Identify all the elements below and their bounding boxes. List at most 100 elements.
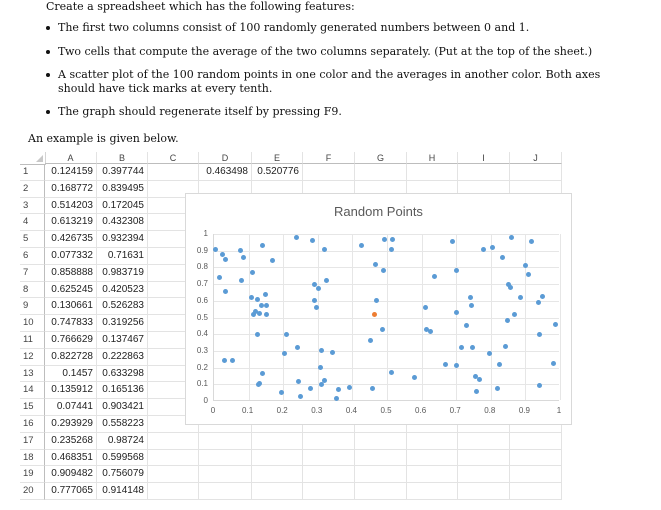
average-point[interactable]: [371, 311, 377, 317]
data-point[interactable]: [282, 350, 288, 356]
cell-j20[interactable]: [510, 483, 562, 500]
cell-i18[interactable]: [458, 449, 510, 467]
data-point[interactable]: [505, 318, 511, 324]
row-header[interactable]: 10: [20, 315, 45, 332]
cell-b14[interactable]: 0.165136: [97, 382, 148, 400]
cell-a20[interactable]: 0.777065: [45, 483, 97, 500]
data-point[interactable]: [330, 350, 336, 356]
column-header-h[interactable]: H: [407, 152, 458, 164]
data-point[interactable]: [476, 376, 482, 382]
data-point[interactable]: [237, 248, 243, 254]
cell-a14[interactable]: 0.135912: [45, 382, 97, 400]
data-point[interactable]: [380, 326, 386, 332]
data-point[interactable]: [319, 381, 325, 387]
cell-a6[interactable]: 0.077332: [45, 248, 97, 265]
cell-e1[interactable]: 0.520776: [252, 164, 303, 181]
data-point[interactable]: [505, 281, 511, 287]
data-point[interactable]: [313, 304, 319, 310]
data-point[interactable]: [308, 385, 314, 391]
row-header[interactable]: 4: [20, 214, 45, 232]
data-point[interactable]: [490, 244, 496, 250]
data-point[interactable]: [495, 385, 501, 391]
cell-d18[interactable]: [199, 449, 252, 467]
data-point[interactable]: [467, 294, 473, 300]
row-header[interactable]: 3: [20, 197, 45, 215]
data-point[interactable]: [264, 303, 270, 309]
data-point[interactable]: [284, 331, 290, 337]
data-point[interactable]: [431, 274, 437, 280]
column-header-j[interactable]: J: [510, 152, 562, 164]
row-header[interactable]: 5: [20, 231, 45, 248]
data-point[interactable]: [528, 239, 534, 244]
data-point[interactable]: [220, 251, 226, 257]
cell-b16[interactable]: 0.558223: [97, 416, 148, 433]
data-point[interactable]: [259, 370, 265, 376]
data-point[interactable]: [453, 362, 459, 368]
data-point[interactable]: [295, 379, 301, 385]
data-point[interactable]: [264, 312, 270, 318]
data-point[interactable]: [347, 385, 353, 391]
data-point[interactable]: [536, 299, 542, 305]
data-point[interactable]: [223, 256, 229, 262]
data-point[interactable]: [459, 345, 465, 351]
data-point[interactable]: [540, 294, 546, 300]
cell-a10[interactable]: 0.747833: [45, 315, 97, 332]
column-header-d[interactable]: D: [199, 152, 252, 164]
cell-b13[interactable]: 0.633298: [97, 365, 148, 383]
data-point[interactable]: [256, 381, 262, 387]
data-point[interactable]: [389, 370, 395, 376]
cell-b3[interactable]: 0.172045: [97, 197, 148, 215]
cell-e18[interactable]: [252, 449, 303, 467]
data-point[interactable]: [318, 365, 324, 371]
data-point[interactable]: [511, 312, 517, 318]
data-point[interactable]: [517, 294, 523, 300]
cell-h17[interactable]: [407, 432, 458, 450]
cell-a5[interactable]: 0.426735: [45, 231, 97, 248]
cell-f1[interactable]: [303, 164, 355, 181]
data-point[interactable]: [297, 394, 303, 400]
cell-a17[interactable]: 0.235268: [45, 432, 97, 450]
data-point[interactable]: [258, 303, 264, 309]
cell-i17[interactable]: [458, 432, 510, 450]
data-point[interactable]: [481, 246, 487, 252]
data-point[interactable]: [323, 278, 329, 284]
data-point[interactable]: [254, 296, 260, 302]
data-point[interactable]: [253, 309, 259, 315]
cell-f20[interactable]: [303, 483, 355, 500]
cell-b5[interactable]: 0.932394: [97, 231, 148, 248]
cell-a4[interactable]: 0.613219: [45, 214, 97, 232]
data-point[interactable]: [496, 361, 502, 367]
data-point[interactable]: [412, 375, 418, 381]
row-header[interactable]: 19: [20, 466, 45, 484]
data-point[interactable]: [507, 284, 513, 290]
data-point[interactable]: [249, 269, 255, 275]
cell-j18[interactable]: [510, 449, 562, 467]
data-point[interactable]: [390, 236, 396, 242]
data-point[interactable]: [449, 239, 455, 244]
data-point[interactable]: [250, 312, 256, 318]
cell-d20[interactable]: [199, 483, 252, 500]
data-point[interactable]: [428, 329, 434, 335]
column-header-i[interactable]: I: [458, 152, 510, 164]
data-point[interactable]: [369, 385, 375, 391]
cell-h19[interactable]: [407, 466, 458, 484]
cell-b7[interactable]: 0.983719: [97, 264, 148, 282]
data-point[interactable]: [311, 298, 317, 304]
cell-i19[interactable]: [458, 466, 510, 484]
scatter-chart[interactable]: Random Points 0 0.1 0.2 0.3 0.4 0.5 0.6 0.7 0.8 0…: [185, 193, 572, 425]
cell-b9[interactable]: 0.526283: [97, 298, 148, 316]
cell-i1[interactable]: [458, 164, 510, 181]
cell-b20[interactable]: 0.914148: [97, 483, 148, 500]
data-point[interactable]: [240, 254, 246, 260]
data-point[interactable]: [454, 309, 460, 315]
select-all-corner[interactable]: [20, 152, 46, 165]
cell-a1[interactable]: 0.124159: [45, 164, 97, 181]
cell-h1[interactable]: [407, 164, 458, 181]
data-point[interactable]: [536, 383, 542, 389]
cell-b1[interactable]: 0.397744: [97, 164, 148, 181]
data-point[interactable]: [422, 304, 428, 310]
cell-c17[interactable]: [148, 432, 199, 450]
data-point[interactable]: [279, 390, 285, 396]
cell-c18[interactable]: [148, 449, 199, 467]
cell-b17[interactable]: 0.98724: [97, 432, 148, 450]
